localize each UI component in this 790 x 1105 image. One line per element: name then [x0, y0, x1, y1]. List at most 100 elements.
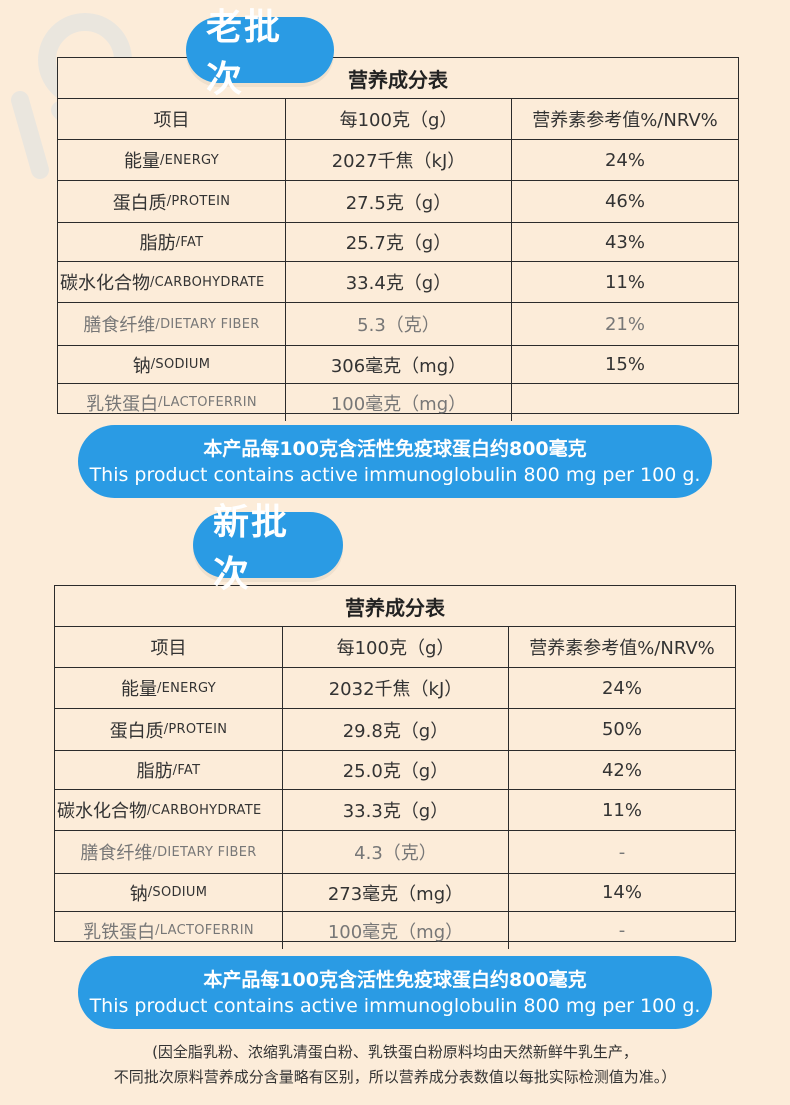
nrv-cell: 14%: [601, 882, 642, 903]
nutrient-name-cell: 钠/SODIUM: [55, 874, 283, 911]
amount-cell: 4.3（克）: [283, 831, 509, 873]
nutrient-name-en: /DIETARY FIBER: [155, 316, 260, 332]
amount-cell: 25.7克（g）: [286, 223, 512, 261]
nrv-cell: 24%: [604, 149, 645, 171]
table-row: 钠/SODIUM 273毫克（mg） 14%: [55, 874, 735, 912]
nutrient-name-en: /DIETARY FIBER: [152, 844, 257, 860]
old-batch-badge: 老批次: [186, 7, 334, 100]
amount-cell: 29.8克（g）: [283, 709, 509, 750]
table-row: 脂肪/FAT 25.0克（g） 42%: [55, 751, 735, 790]
nutrient-name-cn: 钠: [132, 355, 151, 377]
amount-cell: 2027千焦（kJ）: [286, 140, 512, 180]
footnote-line-1: (因全脂乳粉、浓缩乳清蛋白粉、乳铁蛋白粉原料均由天然新鲜牛乳生产，: [152, 1043, 638, 1061]
nutrient-name-cell: 乳铁蛋白/LACTOFERRIN: [58, 384, 286, 421]
table-row: 膳食纤维/DIETARY FIBER 4.3（克） -: [55, 831, 735, 874]
amount-cell: 33.3克（g）: [283, 790, 509, 830]
nutrient-name-en: /SODIUM: [147, 885, 208, 900]
table-row: 能量/ENERGY 2027千焦（kJ） 24%: [58, 140, 738, 181]
banner-chinese-text: 本产品每100克含活性免疫球蛋白约800毫克: [203, 968, 587, 991]
nrv-cell: 11%: [604, 271, 645, 293]
amount-cell: 27.5克（g）: [286, 181, 512, 222]
table-row: 钠/SODIUM 306毫克（mg） 15%: [58, 346, 738, 384]
table-title: 营养成分表: [55, 586, 735, 627]
nrv-cell: [512, 384, 738, 421]
nutrient-name-en: /FAT: [175, 234, 204, 250]
table-row: 蛋白质/PROTEIN 29.8克（g） 50%: [55, 709, 735, 751]
nrv-cell: 42%: [601, 759, 642, 781]
nutrient-name-cn: 能量: [120, 679, 157, 700]
header-item: 项目: [55, 627, 283, 667]
header-item: 项目: [58, 99, 286, 139]
footnote-line-2: 不同批次原料营养成分含量略有区别，所以营养成分表数值以每批实际检测值为准。）: [113, 1068, 677, 1086]
nutrient-name-en: /CARBOHYDRATE: [150, 274, 265, 290]
new-batch-badge: 新批次: [193, 502, 343, 595]
nutrient-name-cn: 膳食纤维: [80, 843, 153, 864]
nutrient-name-cell: 脂肪/FAT: [55, 751, 283, 789]
table-row: 蛋白质/PROTEIN 27.5克（g） 46%: [58, 181, 738, 223]
table-row: 乳铁蛋白/LACTOFERRIN 100毫克（mg）: [58, 384, 738, 421]
table-row: 能量/ENERGY 2032千焦（kJ） 24%: [55, 668, 735, 709]
nutrient-name-cell: 乳铁蛋白/LACTOFERRIN: [55, 912, 283, 949]
nutrient-name-en: /ENERGY: [156, 680, 217, 696]
table-title: 营养成分表: [58, 58, 738, 99]
nutrient-name-en: /ENERGY: [159, 152, 220, 168]
nutrient-name-cell: 膳食纤维/DIETARY FIBER: [55, 831, 283, 873]
amount-cell: 33.4克（g）: [286, 262, 512, 302]
nutrient-name-cell: 能量/ENERGY: [55, 668, 283, 708]
nrv-cell: 21%: [604, 313, 645, 335]
new-nutrition-table: 营养成分表 项目 每100克（g） 营养素参考值%/NRV% 能量/ENERGY…: [54, 585, 736, 949]
nutrient-name-cn: 脂肪: [136, 761, 173, 782]
nutrient-name-cn: 能量: [123, 151, 160, 172]
banner-chinese-text: 本产品每100克含活性免疫球蛋白约800毫克: [203, 437, 587, 460]
nutrient-name-cn: 碳水化合物: [57, 801, 147, 822]
nutrient-name-en: /PROTEIN: [163, 722, 228, 737]
nutrient-name-cn: 碳水化合物: [60, 273, 150, 294]
nrv-cell: -: [618, 920, 626, 941]
amount-cell: 100毫克（mg）: [283, 912, 509, 949]
table-row: 乳铁蛋白/LACTOFERRIN 100毫克（mg） -: [55, 912, 735, 949]
nutrient-name-en: /CARBOHYDRATE: [147, 802, 262, 818]
header-per-100g: 每100克（g）: [283, 627, 509, 667]
nrv-cell: 46%: [604, 191, 645, 212]
nutrient-name-cell: 脂肪/FAT: [58, 223, 286, 261]
banner-english-text: This product contains active immunoglobu…: [89, 994, 701, 1017]
nutrient-name-cell: 钠/SODIUM: [58, 346, 286, 383]
nutrient-name-cell: 碳水化合物/CARBOHYDRATE: [55, 790, 283, 830]
nrv-cell: 50%: [601, 719, 642, 740]
nrv-cell: 43%: [604, 231, 645, 253]
table-row: 碳水化合物/CARBOHYDRATE 33.3克（g） 11%: [55, 790, 735, 831]
amount-cell: 273毫克（mg）: [283, 874, 509, 911]
nutrient-name-cell: 能量/ENERGY: [58, 140, 286, 180]
amount-cell: 2032千焦（kJ）: [283, 668, 509, 708]
banner-english-text: This product contains active immunoglobu…: [89, 463, 701, 486]
nrv-cell: 11%: [601, 799, 642, 821]
table-row: 脂肪/FAT 25.7克（g） 43%: [58, 223, 738, 262]
table-header-row: 项目 每100克（g） 营养素参考值%/NRV%: [58, 99, 738, 140]
amount-cell: 5.3（克）: [286, 303, 512, 345]
nutrient-name-cn: 膳食纤维: [83, 315, 156, 336]
nutrient-name-cn: 脂肪: [139, 233, 176, 254]
nrv-cell: 15%: [604, 354, 645, 375]
nutrient-name-cn: 钠: [129, 883, 148, 905]
nutrient-name-cell: 蛋白质/PROTEIN: [55, 709, 283, 750]
header-nrv: 营养素参考值%/NRV%: [529, 638, 715, 659]
header-per-100g: 每100克（g）: [286, 99, 512, 139]
nutrient-name-cn: 乳铁蛋白: [86, 393, 159, 415]
nutrient-name-en: /SODIUM: [150, 357, 211, 372]
amount-cell: 100毫克（mg）: [286, 384, 512, 421]
nutrient-name-en: /PROTEIN: [166, 194, 231, 209]
nutrient-name-cell: 碳水化合物/CARBOHYDRATE: [58, 262, 286, 302]
nrv-cell: -: [618, 841, 626, 863]
old-immunoglobulin-banner: 本产品每100克含活性免疫球蛋白约800毫克 This product cont…: [78, 425, 712, 498]
nutrient-name-cn: 蛋白质: [109, 720, 164, 742]
table-row: 膳食纤维/DIETARY FIBER 5.3（克） 21%: [58, 303, 738, 346]
amount-cell: 25.0克（g）: [283, 751, 509, 789]
amount-cell: 306毫克（mg）: [286, 346, 512, 383]
nutrient-name-cell: 蛋白质/PROTEIN: [58, 181, 286, 222]
nutrient-name-en: /LACTOFERRIN: [155, 923, 254, 938]
table-header-row: 项目 每100克（g） 营养素参考值%/NRV%: [55, 627, 735, 668]
nrv-cell: 24%: [601, 677, 642, 699]
nutrient-name-cn: 乳铁蛋白: [83, 921, 156, 943]
nutrient-name-cn: 蛋白质: [112, 192, 167, 214]
old-nutrition-table: 营养成分表 项目 每100克（g） 营养素参考值%/NRV% 能量/ENERGY…: [57, 57, 739, 421]
